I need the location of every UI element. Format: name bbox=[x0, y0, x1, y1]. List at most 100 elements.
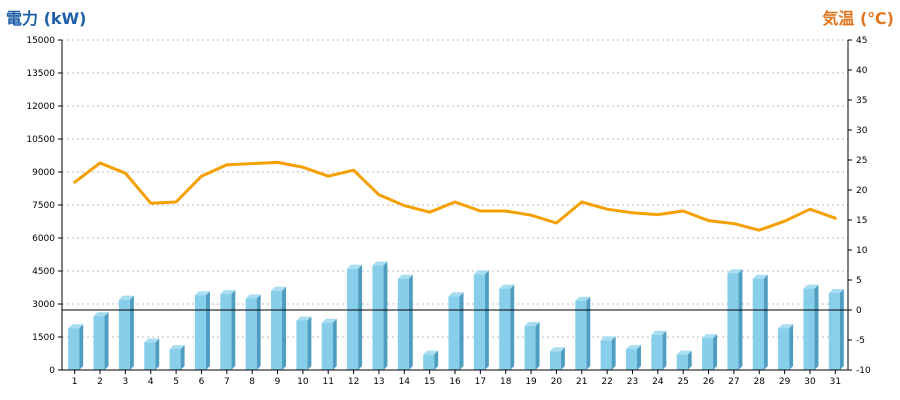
left-tick-label: 13500 bbox=[26, 69, 55, 79]
right-tick-label: 5 bbox=[856, 276, 862, 286]
bar bbox=[321, 318, 337, 370]
bar-side bbox=[687, 350, 692, 370]
bar-top bbox=[245, 294, 261, 299]
bar bbox=[169, 345, 185, 370]
bar-top bbox=[651, 330, 667, 335]
bar bbox=[68, 324, 84, 370]
x-tick-label: 2 bbox=[97, 377, 103, 387]
x-tick-label: 12 bbox=[348, 377, 359, 387]
right-tick-label: 15 bbox=[856, 216, 867, 226]
x-tick-label: 1 bbox=[72, 377, 78, 387]
bar bbox=[575, 296, 591, 370]
x-axis-ticks: 1 2 3 4 5 6 7 8 9 10 11 12 13 14 15 16 17 18 19 20 21 22 23 24 2… bbox=[72, 370, 841, 387]
bar bbox=[600, 336, 616, 370]
bar-front bbox=[524, 326, 536, 370]
bar-side bbox=[358, 264, 363, 370]
bar-front bbox=[752, 278, 764, 370]
bar-side bbox=[814, 284, 819, 370]
bar-top bbox=[296, 316, 312, 321]
bar-side bbox=[789, 324, 794, 370]
bar-side bbox=[459, 292, 464, 370]
bar-side bbox=[738, 269, 743, 370]
bar bbox=[220, 290, 236, 370]
bar bbox=[803, 284, 819, 370]
left-tick-label: 6000 bbox=[32, 234, 55, 244]
x-tick-label: 17 bbox=[475, 377, 486, 387]
bar-front bbox=[118, 299, 130, 370]
bar bbox=[372, 261, 388, 370]
x-tick-label: 3 bbox=[123, 377, 129, 387]
bar-top bbox=[828, 289, 844, 293]
x-tick-label: 15 bbox=[424, 377, 435, 387]
bar-front bbox=[727, 273, 739, 370]
bar-side bbox=[180, 345, 185, 370]
bar-front bbox=[828, 293, 840, 370]
bar-front bbox=[625, 349, 637, 370]
bar-side bbox=[560, 347, 565, 370]
bar-top bbox=[220, 290, 236, 295]
left-axis-ticks: 0 1500 3000 4500 6000 7500 9000 10500 12000 13500… bbox=[26, 36, 62, 376]
bar-front bbox=[499, 288, 511, 370]
bar-front bbox=[676, 354, 688, 370]
right-tick-label: 0 bbox=[856, 306, 862, 316]
bar bbox=[245, 294, 261, 370]
bar bbox=[549, 347, 565, 370]
bar bbox=[778, 324, 794, 370]
bar-front bbox=[397, 278, 409, 370]
bar-side bbox=[256, 294, 261, 370]
bar-top bbox=[575, 296, 591, 301]
bar-front bbox=[194, 295, 206, 370]
x-tick-label: 19 bbox=[525, 377, 537, 387]
bar-top bbox=[423, 350, 439, 355]
bar-side bbox=[636, 345, 641, 370]
bar-side bbox=[104, 312, 109, 370]
right-tick-label: 30 bbox=[856, 126, 868, 136]
bar-side bbox=[611, 336, 616, 370]
bar-top bbox=[347, 264, 363, 269]
bar bbox=[473, 270, 489, 370]
bar-side bbox=[713, 334, 718, 370]
bar-top bbox=[271, 286, 287, 291]
x-tick-label: 10 bbox=[297, 377, 309, 387]
bar-top bbox=[118, 295, 134, 300]
right-tick-label: 45 bbox=[856, 36, 867, 46]
bar-front bbox=[93, 316, 105, 370]
bar-top bbox=[68, 324, 84, 329]
x-tick-label: 13 bbox=[373, 377, 384, 387]
right-tick-label: 20 bbox=[856, 186, 868, 196]
bar-side bbox=[408, 274, 413, 370]
x-tick-label: 7 bbox=[224, 377, 230, 387]
bar-top bbox=[397, 274, 413, 279]
bar-side bbox=[763, 274, 768, 370]
bar-top bbox=[194, 291, 210, 296]
bar-top bbox=[372, 261, 388, 266]
right-tick-label: -10 bbox=[856, 366, 871, 376]
left-tick-label: 4500 bbox=[32, 267, 55, 277]
bar-side bbox=[662, 330, 667, 370]
x-tick-label: 26 bbox=[703, 377, 715, 387]
bar-top bbox=[702, 334, 718, 339]
right-tick-label: 10 bbox=[856, 246, 868, 256]
x-tick-label: 4 bbox=[148, 377, 154, 387]
x-tick-label: 31 bbox=[830, 377, 841, 387]
right-tick-label: 35 bbox=[856, 96, 867, 106]
x-tick-label: 11 bbox=[322, 377, 333, 387]
x-tick-label: 27 bbox=[728, 377, 739, 387]
bar-front bbox=[778, 328, 790, 370]
bar-front bbox=[321, 322, 333, 370]
bar-side bbox=[307, 316, 312, 370]
left-axis-title: 電力 (kW) bbox=[6, 9, 87, 28]
bar-side bbox=[535, 322, 540, 370]
x-tick-label: 22 bbox=[601, 377, 612, 387]
bar bbox=[271, 286, 287, 370]
bar-top bbox=[803, 284, 819, 289]
bar bbox=[423, 350, 439, 370]
bar-front bbox=[169, 349, 181, 370]
gridlines bbox=[62, 39, 848, 338]
bar-side bbox=[155, 338, 160, 370]
bar-top bbox=[600, 336, 616, 341]
right-axis-title: 気温 (℃) bbox=[822, 9, 894, 28]
bar-front bbox=[245, 298, 257, 370]
bar-side bbox=[839, 289, 844, 370]
